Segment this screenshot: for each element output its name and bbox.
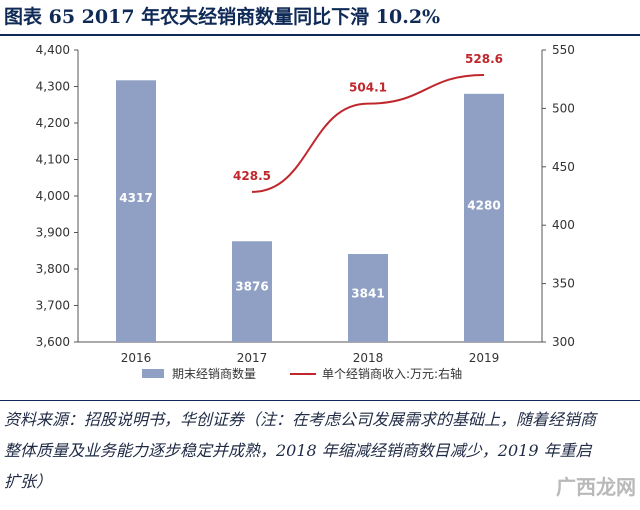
right-tick-label: 500 (552, 101, 575, 115)
bar-data-label: 4317 (119, 191, 152, 205)
bar (348, 254, 388, 342)
chart-canvas: 3,600 3,700 3,800 3,900 4,000 4,100 4,200 4,300… (36, 43, 575, 381)
watermark-text: 广西龙网 (556, 475, 636, 499)
line-data-label: 528.6 (465, 52, 503, 66)
source-divider (0, 400, 640, 401)
bar (464, 93, 504, 342)
legend-line-label: 单个经销商收入:万元:右轴 (322, 366, 462, 381)
source-note: 资料来源：招股说明书，华创证券（注：在考虑公司发展需求的基础上，随着经销商整体质… (4, 410, 597, 491)
legend-bar-label: 期末经销商数量 (172, 366, 256, 381)
bar (232, 241, 272, 342)
line-data-label: 504.1 (349, 81, 387, 95)
x-tick-label: 2017 (237, 351, 268, 365)
left-tick-label: 4,300 (36, 80, 70, 94)
line-data-label: 428.5 (233, 169, 271, 183)
title-divider (0, 34, 640, 36)
right-tick-label: 350 (552, 277, 575, 291)
x-tick-label: 2016 (121, 351, 152, 365)
bar-data-label: 3841 (351, 287, 384, 301)
legend-bar-swatch (142, 369, 164, 378)
left-tick-label: 3,600 (36, 335, 70, 349)
left-tick-label: 4,000 (36, 189, 70, 203)
right-tick-label: 450 (552, 160, 575, 174)
x-tick-label: 2019 (469, 351, 500, 365)
right-tick-label: 400 (552, 218, 575, 232)
left-tick-label: 4,400 (36, 43, 70, 57)
bar (116, 80, 156, 343)
right-tick-label: 300 (552, 335, 575, 349)
bar-data-label: 4280 (467, 198, 500, 212)
left-tick-label: 3,900 (36, 226, 70, 240)
left-tick-label: 4,200 (36, 116, 70, 130)
left-tick-label: 3,800 (36, 262, 70, 276)
left-tick-label: 3,700 (36, 299, 70, 313)
left-tick-label: 4,100 (36, 153, 70, 167)
bar-data-label: 3876 (235, 280, 268, 294)
x-tick-label: 2018 (353, 351, 384, 365)
chart-title: 图表 65 2017 年农夫经销商数量同比下滑 10.2% (4, 6, 441, 28)
line-series (251, 73, 485, 193)
right-tick-label: 550 (552, 43, 575, 57)
